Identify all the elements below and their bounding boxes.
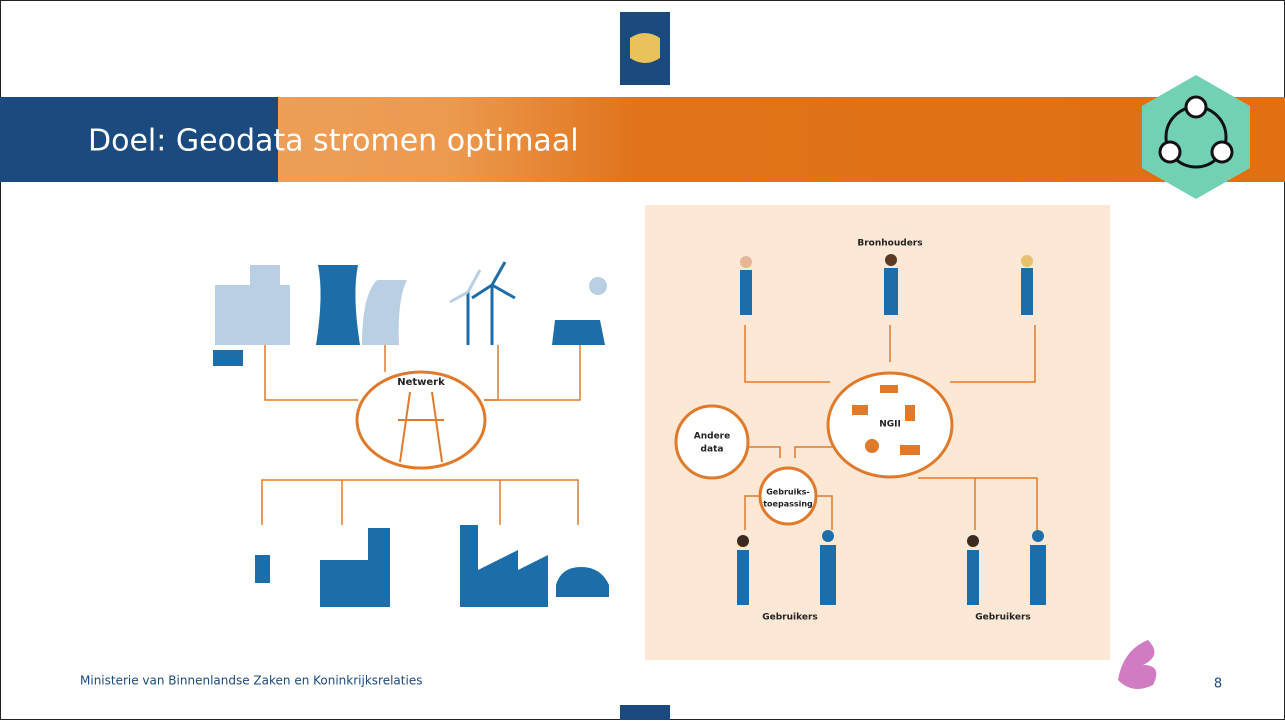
application-label: Gebruiks- — [766, 488, 810, 497]
page-number: 8 — [1214, 677, 1222, 692]
hub-label: Netwerk — [397, 377, 445, 388]
users-label: Gebruikers — [762, 613, 818, 623]
title: Doel: Geodata stromen optimaal — [88, 124, 579, 159]
other-label: Andere — [694, 432, 730, 442]
sources-label: Bronhouders — [857, 239, 922, 249]
footer-organization: Ministerie van Binnenlandse Zaken en Kon… — [80, 674, 422, 688]
hub-label: NGII — [879, 420, 901, 430]
bottom-tab — [620, 705, 670, 720]
slide: Doel: Geodata stromen optimaal Netwerk — [0, 0, 1285, 720]
other-label: data — [701, 445, 724, 455]
users-label: Gebruikers — [975, 613, 1031, 623]
logo-crest — [630, 33, 660, 63]
application-label: toepassing — [763, 500, 813, 509]
